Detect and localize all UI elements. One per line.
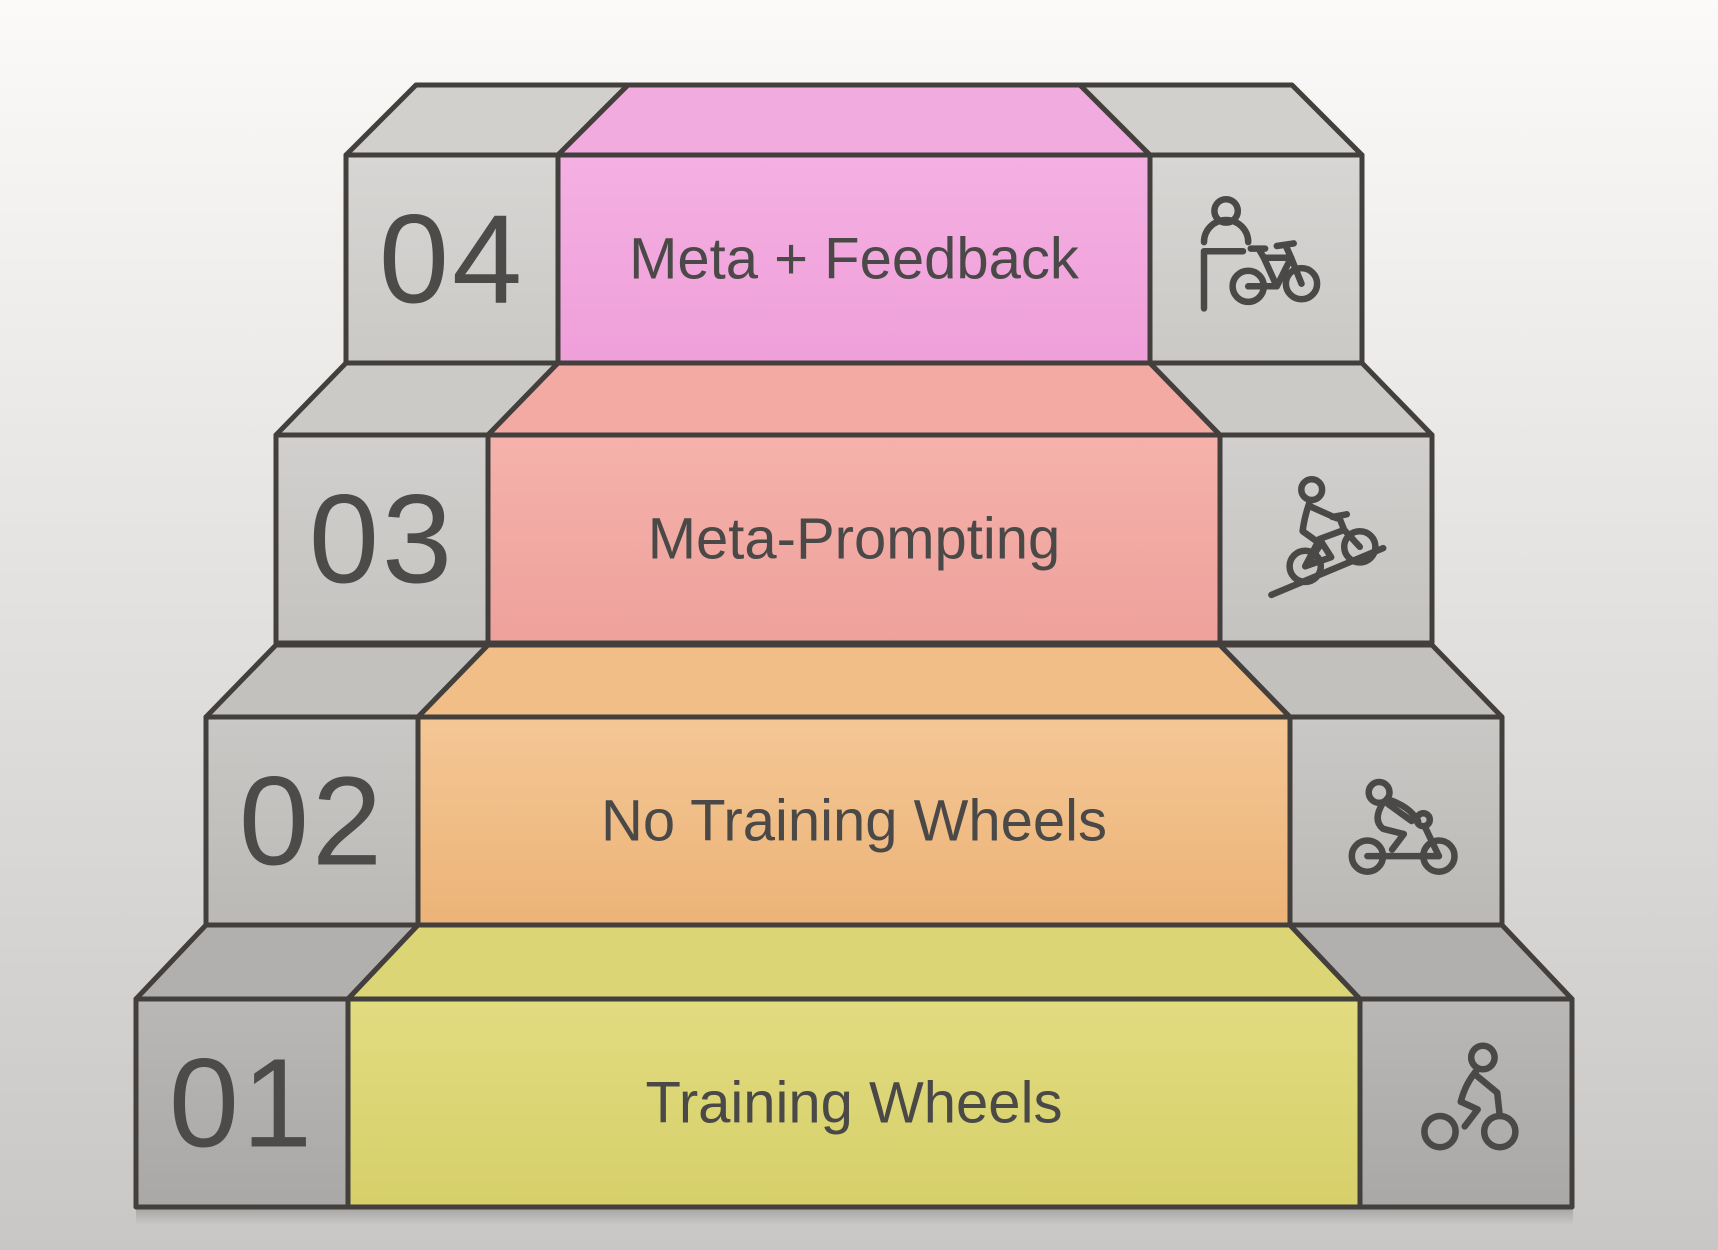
level-03-label: Meta-Prompting [648,507,1061,572]
level-01-label-box [345,996,1363,1210]
level-02-label: No Training Wheels [601,789,1107,854]
cyclist-riding-uphill-icon [1268,475,1387,599]
cyclist-upright-icon [1421,1042,1519,1151]
level-02-number: 02 [239,751,385,892]
person-standing-with-bicycle-icon [1200,195,1321,312]
level-04-label: Meta + Feedback [629,227,1080,292]
level-04: 04 Meta + Feedback [343,82,1365,366]
level-04-number: 04 [379,189,525,330]
level-02-number-box [203,714,421,928]
cyclist-leaning-forward-icon [1348,778,1458,875]
level-02-top-face-center [415,642,1293,720]
level-03-label-box [485,432,1223,646]
level-03-top-face-center [485,360,1223,438]
level-03: 03 Meta-Prompting [273,360,1435,646]
level-02: 02 No Training Wheels [203,642,1505,928]
level-01-label: Training Wheels [646,1071,1063,1136]
floor-shadow [136,1209,1573,1225]
level-03-number: 03 [309,469,455,610]
level-02-label-box [415,714,1293,928]
level-01-top-face-center [345,922,1363,1002]
level-04-label-box [555,152,1153,366]
level-01-number-box [133,996,351,1210]
level-04-top-face-center [555,82,1153,158]
level-01: 01 Training Wheels [133,922,1575,1210]
level-01-number: 01 [169,1033,315,1174]
level-02-icon-box [1287,714,1505,928]
level-04-icon-box [1147,152,1365,366]
